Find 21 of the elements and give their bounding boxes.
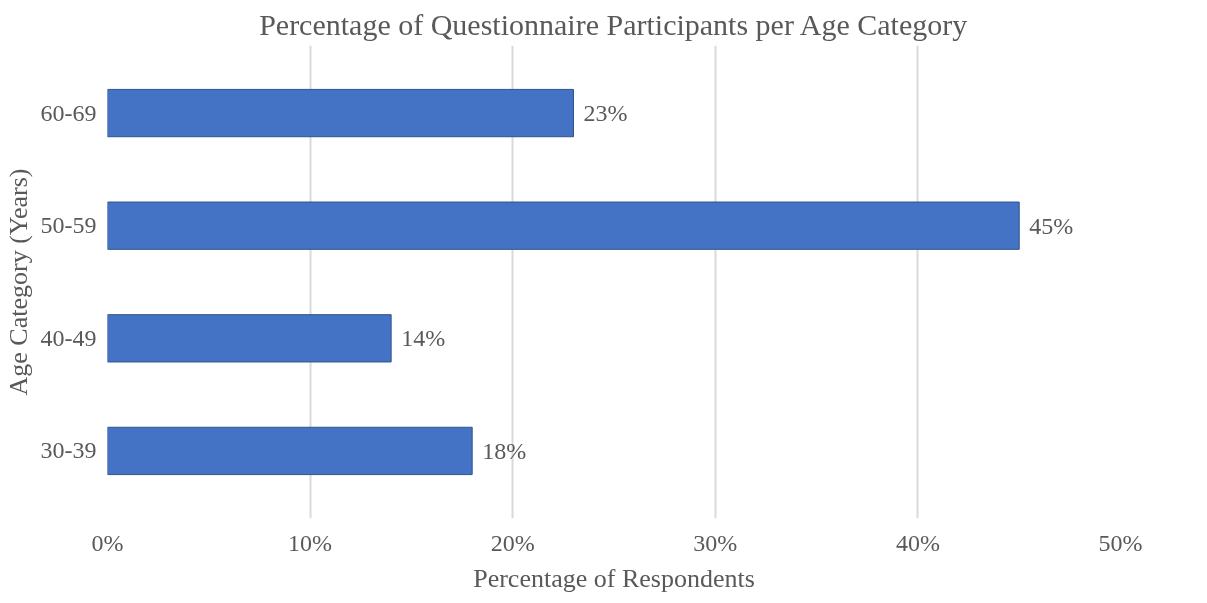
bar bbox=[107, 201, 1020, 250]
bar bbox=[107, 88, 574, 138]
data-label: 45% bbox=[1029, 212, 1074, 239]
y-tick-label: 30-39 bbox=[40, 437, 97, 464]
x-tick-label: 10% bbox=[288, 529, 333, 556]
data-label: 23% bbox=[583, 100, 628, 127]
x-tick-label: 40% bbox=[895, 529, 940, 556]
x-tick-label: 0% bbox=[91, 529, 124, 556]
y-axis-title: Age Category (Years) bbox=[3, 168, 33, 396]
chart-title: Percentage of Questionnaire Participants per Age Category bbox=[259, 7, 968, 41]
x-tick-label: 30% bbox=[693, 529, 738, 556]
x-tick-label: 50% bbox=[1098, 529, 1143, 556]
y-tick-label: 40-49 bbox=[40, 324, 97, 351]
x-tick-label: 20% bbox=[490, 529, 535, 556]
y-tick-label: 50-59 bbox=[40, 212, 97, 239]
data-label: 14% bbox=[401, 325, 446, 352]
bar bbox=[107, 426, 473, 476]
y-tick-label: 60-69 bbox=[40, 99, 97, 126]
x-axis-title: Percentage of Respondents bbox=[473, 563, 755, 593]
data-label: 18% bbox=[482, 437, 527, 464]
bar bbox=[107, 314, 392, 363]
